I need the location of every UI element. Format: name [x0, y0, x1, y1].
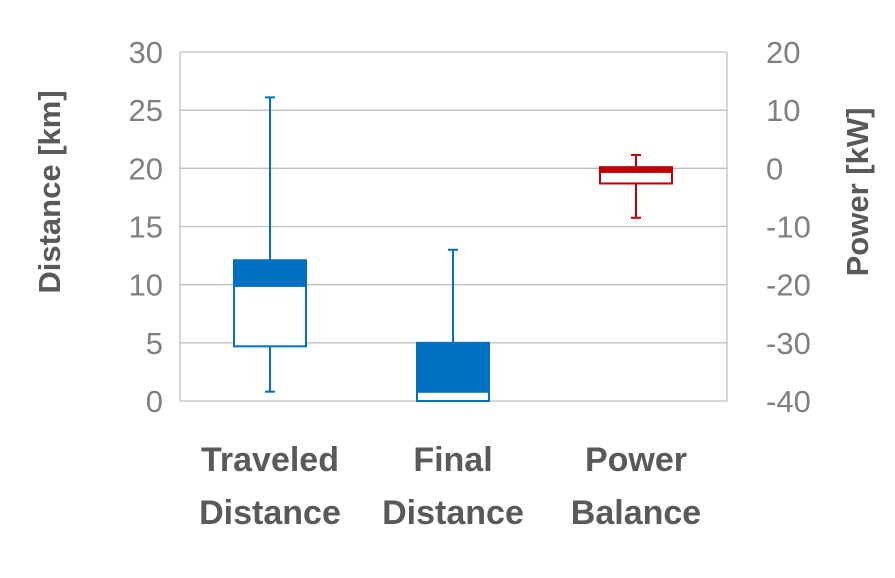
left-axis-ticks: 0 5 10 15 20 25 30 [129, 35, 163, 419]
box-1 [233, 96, 307, 393]
upper-box [599, 166, 673, 173]
box-3 [599, 153, 673, 219]
box-2 [416, 248, 490, 402]
right-tick-label: -10 [766, 210, 811, 245]
category-label-line1: Traveled [201, 441, 339, 479]
left-axis-title: Distance [km] [32, 90, 67, 293]
left-tick-label: 25 [129, 93, 163, 128]
lower-box [233, 284, 307, 348]
right-axis-title: Power [kW] [840, 108, 875, 277]
left-tick-label: 20 [129, 151, 163, 186]
left-tick-label: 0 [146, 384, 163, 419]
category-labels: Traveled Distance Final Distance Power Balanc… [199, 441, 701, 532]
left-tick-label: 10 [129, 268, 163, 303]
category-label-line2: Distance [382, 494, 524, 532]
lower-box [416, 390, 490, 402]
right-tick-label: -40 [766, 384, 811, 419]
category-label-line2: Distance [199, 494, 341, 532]
left-tick-label: 15 [129, 210, 163, 245]
right-tick-label: 10 [766, 93, 800, 128]
right-tick-label: 0 [766, 151, 783, 186]
upper-box [416, 341, 490, 393]
boxes [233, 96, 673, 402]
left-tick-label: 5 [146, 326, 163, 361]
right-tick-label: -30 [766, 326, 811, 361]
right-tick-label: 20 [766, 35, 800, 70]
lower-box [599, 170, 673, 185]
right-axis-ticks: -40 -30 -20 -10 0 10 20 [766, 35, 811, 419]
upper-box [233, 259, 307, 287]
category-label-line2: Balance [571, 494, 701, 532]
right-tick-label: -20 [766, 268, 811, 303]
category-label-line1: Power [585, 441, 687, 479]
left-tick-label: 30 [129, 35, 163, 70]
category-label-line1: Final [413, 441, 492, 479]
